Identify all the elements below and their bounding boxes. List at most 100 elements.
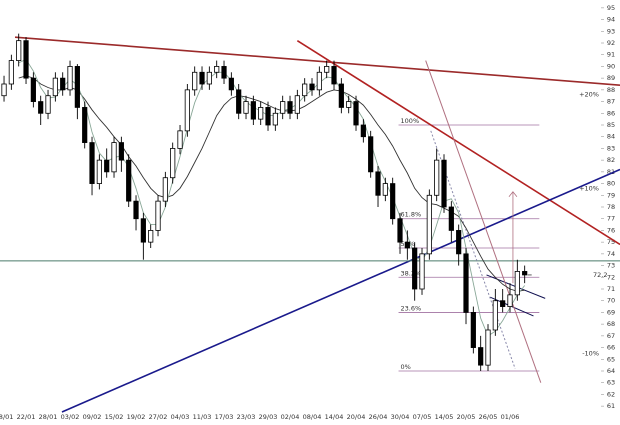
y-tick-label: 66 bbox=[607, 344, 615, 352]
candle-body bbox=[74, 66, 80, 108]
candle-body bbox=[170, 148, 176, 179]
y-tick-label: 72 bbox=[607, 273, 615, 281]
x-tick-label: 14/04 bbox=[325, 413, 344, 421]
y-tick-label: 86 bbox=[607, 109, 615, 117]
candle-body bbox=[67, 66, 73, 91]
y-tick-label: 64 bbox=[607, 367, 615, 375]
candle-body bbox=[507, 294, 513, 307]
candle-body bbox=[470, 312, 476, 348]
y-tick-label: 69 bbox=[607, 308, 615, 316]
x-tick-label: 20/05 bbox=[457, 413, 476, 421]
candle-body bbox=[96, 159, 102, 184]
moving-average bbox=[18, 75, 525, 292]
candle-body bbox=[456, 230, 462, 255]
candle-body bbox=[448, 206, 454, 231]
candle-body bbox=[287, 101, 293, 114]
candle-body bbox=[434, 159, 440, 196]
x-tick-label: 27/02 bbox=[149, 413, 168, 421]
x-tick-label: 11/03 bbox=[193, 413, 212, 421]
y-tick-label: 94 bbox=[607, 16, 615, 24]
fib-label: 61.8% bbox=[401, 211, 422, 219]
candle-body bbox=[390, 183, 396, 220]
candle-body bbox=[360, 124, 366, 138]
candle-body bbox=[250, 101, 256, 120]
x-tick-label: 17/03 bbox=[215, 413, 234, 421]
candle-body bbox=[221, 66, 227, 79]
candle-body bbox=[184, 89, 190, 132]
candle-body bbox=[492, 300, 498, 331]
y-tick-label: 80 bbox=[607, 180, 615, 188]
candle-body bbox=[272, 112, 278, 126]
candle-body bbox=[463, 253, 469, 313]
candle-body bbox=[258, 107, 264, 120]
y-tick-label: 71 bbox=[607, 285, 615, 293]
y-tick-label: 91 bbox=[607, 51, 615, 59]
y-tick-label: 79 bbox=[607, 191, 615, 199]
candle-body bbox=[60, 77, 66, 91]
candle-body bbox=[118, 142, 124, 161]
price-label: 72.2 bbox=[593, 271, 607, 279]
x-tick-label: 23/03 bbox=[237, 413, 256, 421]
candle-body bbox=[522, 271, 528, 276]
y-tick-label: 65 bbox=[607, 355, 615, 363]
y-tick-label: 78 bbox=[607, 203, 615, 211]
candle-body bbox=[162, 177, 168, 202]
candle-body bbox=[1, 83, 7, 97]
x-tick-label: 28/01 bbox=[39, 413, 58, 421]
y-tick-label: 74 bbox=[607, 250, 615, 258]
candle-body bbox=[302, 83, 308, 97]
y-tick-label: 62 bbox=[607, 390, 615, 398]
candle-body bbox=[206, 71, 212, 85]
y-tick-label: 70 bbox=[607, 297, 615, 305]
y-tick-label: 87 bbox=[607, 98, 615, 106]
candle-body bbox=[309, 83, 315, 91]
candle-body bbox=[16, 40, 22, 61]
candle-body bbox=[104, 159, 110, 173]
x-tick-label: 02/04 bbox=[281, 413, 300, 421]
candle-body bbox=[375, 171, 381, 196]
marker-label: +10% bbox=[579, 184, 599, 192]
y-tick-label: 68 bbox=[607, 320, 615, 328]
fib-label: 23.6% bbox=[401, 304, 422, 312]
trendline bbox=[14, 36, 620, 86]
candle-body bbox=[89, 142, 95, 184]
candle-body bbox=[265, 107, 271, 126]
candle-body bbox=[23, 40, 29, 79]
fib-label: 0% bbox=[401, 363, 411, 371]
candle-body bbox=[52, 77, 58, 97]
y-tick-label: 83 bbox=[607, 144, 615, 152]
x-tick-label: 14/05 bbox=[435, 413, 454, 421]
x-tick-label: 22/01 bbox=[17, 413, 36, 421]
y-tick-label: 61 bbox=[607, 402, 615, 410]
candle-body bbox=[500, 300, 506, 307]
y-tick-label: 82 bbox=[607, 156, 615, 164]
candle-body bbox=[45, 95, 51, 114]
trendline bbox=[296, 39, 620, 246]
candle-body bbox=[294, 95, 300, 114]
y-tick-label: 88 bbox=[607, 86, 615, 94]
candle-body bbox=[397, 218, 403, 243]
candle-body bbox=[485, 329, 491, 366]
candle-body bbox=[82, 107, 88, 143]
arrow-head bbox=[508, 191, 518, 198]
y-tick-label: 90 bbox=[607, 62, 615, 70]
x-tick-label: 26/05 bbox=[479, 413, 498, 421]
x-tick-label: 30/04 bbox=[391, 413, 410, 421]
candle-body bbox=[140, 218, 146, 243]
marker-label: +20% bbox=[579, 91, 599, 99]
x-tick-label: 15/02 bbox=[105, 413, 124, 421]
trendline bbox=[425, 60, 542, 383]
candle-body bbox=[236, 89, 242, 114]
candle-body bbox=[30, 77, 36, 102]
x-tick-label: 20/04 bbox=[347, 413, 366, 421]
y-tick-label: 89 bbox=[607, 74, 615, 82]
candle-body bbox=[133, 200, 139, 220]
candle-body bbox=[214, 66, 220, 73]
y-tick-label: 75 bbox=[607, 238, 615, 246]
candle-body bbox=[8, 60, 14, 85]
fib-label: 100% bbox=[401, 117, 420, 125]
x-tick-label: 07/05 bbox=[413, 413, 432, 421]
x-tick-label: 26/04 bbox=[369, 413, 388, 421]
candle-body bbox=[243, 101, 249, 114]
